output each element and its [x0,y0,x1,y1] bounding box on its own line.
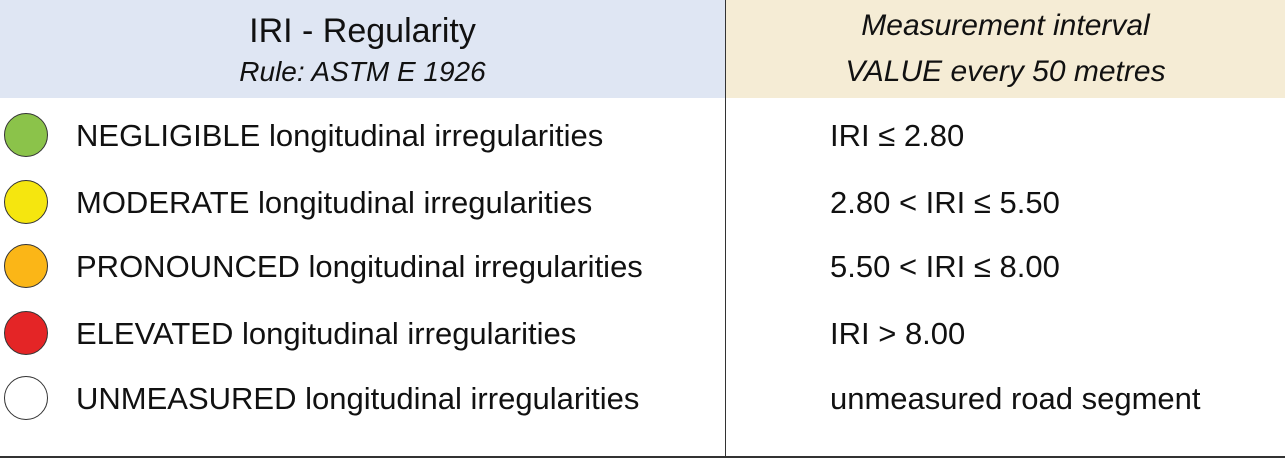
status-dot [4,311,48,355]
header-title: IRI - Regularity [249,12,476,50]
row: MODERATE longitudinal irregularities 2.8… [0,173,1285,233]
row-condition: unmeasured road segment [830,381,1201,416]
row-label: PRONOUNCED longitudinal irregularities [76,249,643,284]
row: ELEVATED longitudinal irregularities IRI… [0,304,1285,364]
row-condition: IRI > 8.00 [830,316,966,351]
header-left [0,0,725,98]
status-dot [4,376,48,420]
row-condition: 5.50 < IRI ≤ 8.00 [830,249,1060,284]
column-divider [725,0,726,458]
bottom-border [0,456,1285,458]
row-label: MODERATE longitudinal irregularities [76,185,593,220]
row: UNMEASURED longitudinal irregularities u… [0,369,1285,429]
row-label: ELEVATED longitudinal irregularities [76,316,577,351]
header-right [726,0,1285,98]
status-dot [4,180,48,224]
header-right-line: VALUE every 50 metres [845,55,1166,88]
header-right-line: Measurement interval [861,9,1150,42]
header-subtitle: Rule: ASTM E 1926 [239,56,486,87]
row-label: NEGLIGIBLE longitudinal irregularities [76,118,604,153]
row-condition: 2.80 < IRI ≤ 5.50 [830,185,1060,220]
row-label: UNMEASURED longitudinal irregularities [76,381,640,416]
row: NEGLIGIBLE longitudinal irregularities I… [0,106,1285,166]
status-dot [4,113,48,157]
row-condition: IRI ≤ 2.80 [830,118,965,153]
status-dot [4,244,48,288]
row: PRONOUNCED longitudinal irregularities 5… [0,237,1285,297]
